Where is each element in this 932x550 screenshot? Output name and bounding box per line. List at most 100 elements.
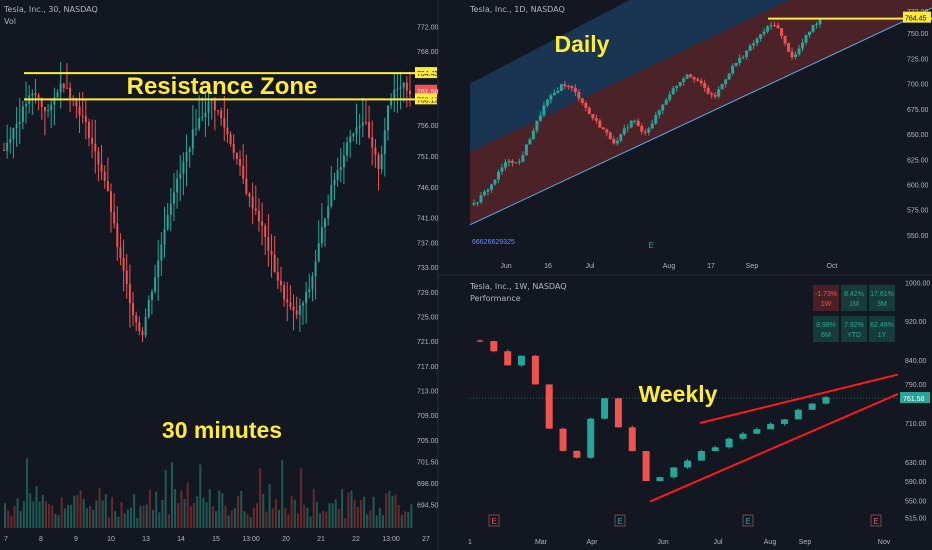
volume-bar xyxy=(400,514,403,528)
volume-bar xyxy=(309,516,312,528)
earnings-marker: E xyxy=(873,517,878,526)
cw-candle xyxy=(559,428,567,451)
y-tick-label: 768.00 xyxy=(417,49,439,56)
volume-bar xyxy=(152,509,155,528)
cw-candle xyxy=(739,433,747,439)
c30-candle xyxy=(239,158,242,166)
cd-candle xyxy=(636,120,640,126)
cd-candle xyxy=(748,45,752,51)
cd-candle xyxy=(664,99,668,105)
volume-bar xyxy=(82,498,85,528)
volume-bar xyxy=(208,489,211,528)
c30-candle xyxy=(191,129,194,149)
volume-bar xyxy=(312,488,315,528)
cd-candle xyxy=(804,35,808,43)
y-tick-label: 575.00 xyxy=(907,208,929,215)
volume-bar xyxy=(274,499,277,528)
c30-candle xyxy=(386,105,389,131)
volume-bar xyxy=(303,504,306,528)
panel-weekly: 1000.00 920.00 840.00 790.00 710.00 630.00 590… xyxy=(468,280,930,546)
y-tick-label: 550.00 xyxy=(907,233,929,240)
cd-candle xyxy=(549,95,553,100)
volume-bar xyxy=(353,499,356,528)
volume-bar xyxy=(104,494,107,528)
c30-candle xyxy=(210,100,213,102)
c30-candle xyxy=(157,260,160,278)
volume-bar xyxy=(130,507,132,528)
volume-bar xyxy=(114,511,117,528)
c30-candle xyxy=(235,152,238,159)
c30-candle xyxy=(169,203,172,216)
c30-candle xyxy=(295,310,298,315)
c30-candle xyxy=(254,208,257,211)
x-tick-label: Sep xyxy=(799,539,812,546)
c30-candle xyxy=(368,122,371,138)
panel-daily-title: Tesla, Inc., 1D, NASDAQ xyxy=(469,5,565,14)
c30-candle xyxy=(305,291,308,304)
volume-bar xyxy=(249,517,252,528)
y-tick-label: 772.00 xyxy=(417,25,439,32)
c30-candle xyxy=(251,196,254,209)
c30-candle xyxy=(91,138,94,144)
y-tick-label: 733.00 xyxy=(417,265,439,272)
c30-candle xyxy=(144,316,147,336)
c30-candle xyxy=(311,276,314,290)
cd-candle xyxy=(482,191,486,196)
c30-candle xyxy=(65,87,68,89)
volume-bar xyxy=(221,493,224,528)
cd-candle xyxy=(815,24,819,26)
c30-candle xyxy=(188,148,191,152)
c30-candle xyxy=(40,99,43,107)
y-tick-label: 630.00 xyxy=(905,460,927,467)
c30-candle xyxy=(110,191,113,213)
volume-bar xyxy=(111,497,114,528)
cd-candle xyxy=(706,87,710,94)
c30-candle xyxy=(128,284,131,304)
volume-bar xyxy=(372,496,375,528)
volume-bar xyxy=(167,514,170,528)
cw-candle xyxy=(794,409,802,420)
performance-cell xyxy=(841,316,867,342)
volume-bar xyxy=(287,514,290,528)
panel-daily: 772.00750.00725.00700.00675.00650.00625.… xyxy=(469,0,932,270)
c30-candle xyxy=(160,244,163,261)
cd-candle xyxy=(556,90,560,93)
y-tick-label: 515.00 xyxy=(905,516,927,523)
volume-bar xyxy=(369,510,372,528)
earnings-marker: E xyxy=(491,517,496,526)
volume-bar xyxy=(35,486,38,528)
cd-candle xyxy=(668,94,672,100)
cd-candle xyxy=(528,139,532,145)
cd-candle xyxy=(811,25,815,32)
volume-bar xyxy=(76,495,79,528)
c30-candle xyxy=(204,112,207,117)
c30-candle xyxy=(320,227,323,244)
volume-bar xyxy=(67,504,69,528)
volume-bar xyxy=(290,495,293,528)
x-tick-label: Jun xyxy=(500,263,511,270)
cd-candle xyxy=(675,86,679,89)
c30-candle xyxy=(106,181,109,192)
cd-candle xyxy=(801,42,805,49)
performance-widget: -1.73% 1W 8.42% 1M 17.61% 3M 8.98% 6M 7.92% YTD 62… xyxy=(813,285,895,342)
cd-candle xyxy=(759,34,763,39)
c30-candle xyxy=(172,192,175,204)
volume-bar xyxy=(158,512,161,528)
y-tick-label: 840.00 xyxy=(905,358,927,365)
c30-candle xyxy=(201,116,204,118)
x-tick-label: Apr xyxy=(587,539,599,546)
volume-bar xyxy=(95,500,98,528)
cd-candle xyxy=(661,104,665,111)
cw-candle xyxy=(808,403,816,410)
volume-bar xyxy=(337,508,340,528)
c30-candle xyxy=(119,247,122,259)
cd-candle xyxy=(521,155,525,162)
cd-candle xyxy=(745,50,749,57)
c30-candle xyxy=(292,306,295,311)
daily-price-label-bg xyxy=(903,11,931,23)
cw-candle xyxy=(476,340,484,342)
c30-candle xyxy=(150,291,153,300)
c30-candle xyxy=(50,104,53,111)
cd-candle xyxy=(500,167,504,172)
cw-candle xyxy=(684,460,692,468)
